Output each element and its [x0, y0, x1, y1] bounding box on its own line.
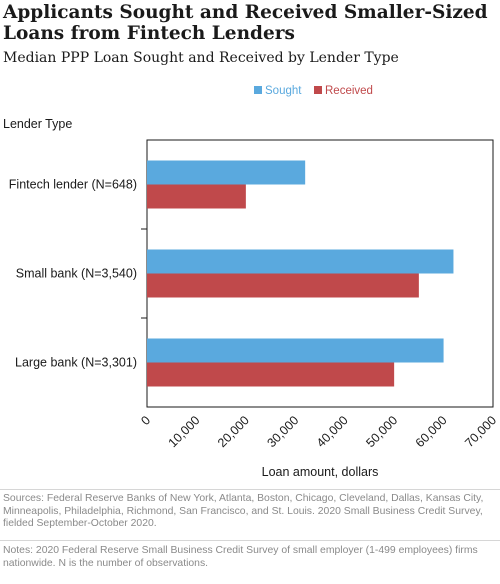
bar-received-small-bank: [147, 273, 419, 298]
category-label: Large bank (N=3,301): [15, 356, 137, 370]
sources-note: Sources: Federal Reserve Banks of New Yo…: [3, 493, 484, 530]
bar-sought-fintech-lender: [147, 160, 306, 185]
bar-received-fintech-lender: [147, 184, 246, 209]
y-axis-title: Lender Type: [3, 117, 72, 131]
notes-divider: [0, 540, 500, 541]
legend-swatch-sought: [254, 86, 262, 94]
sources-divider: [0, 489, 500, 490]
x-tick-label: 30,000: [264, 413, 301, 450]
notes-text: Notes: 2020 Federal Reserve Small Busine…: [3, 545, 478, 569]
x-tick-label: 60,000: [413, 413, 450, 450]
x-tick-label: 40,000: [314, 413, 351, 450]
category-label: Small bank (N=3,540): [16, 267, 137, 281]
bar-sought-large-bank: [147, 338, 444, 363]
bar-received-large-bank: [147, 362, 395, 387]
chart-legend: Sought Received: [254, 85, 373, 97]
x-axis-ticks: 0 10,000 20,000 30,000 40,000 50,000 60,000 70,…: [138, 413, 499, 450]
chart-subtitle: Median PPP Loan Sought and Received by L…: [3, 50, 399, 66]
legend-label-received: Received: [325, 85, 373, 97]
legend-label-sought: Sought: [265, 85, 302, 97]
chart-title: Applicants Sought and Received Smaller-S…: [3, 2, 488, 44]
x-tick-label: 0: [138, 413, 153, 428]
legend-swatch-received: [314, 86, 322, 94]
x-tick-label: 70,000: [462, 413, 499, 450]
bars-layer: [147, 160, 454, 387]
category-label: Fintech lender (N=648): [9, 178, 137, 192]
x-tick-label: 50,000: [363, 413, 400, 450]
x-tick-label: 20,000: [215, 413, 252, 450]
bar-sought-small-bank: [147, 249, 454, 274]
x-axis-title: Loan amount, dollars: [262, 465, 379, 479]
bar-chart: Sought Received Lender Type Fintech lende…: [3, 85, 499, 479]
category-labels: Fintech lender (N=648) Small bank (N=3,54…: [9, 178, 147, 370]
x-tick-label: 10,000: [166, 413, 203, 450]
